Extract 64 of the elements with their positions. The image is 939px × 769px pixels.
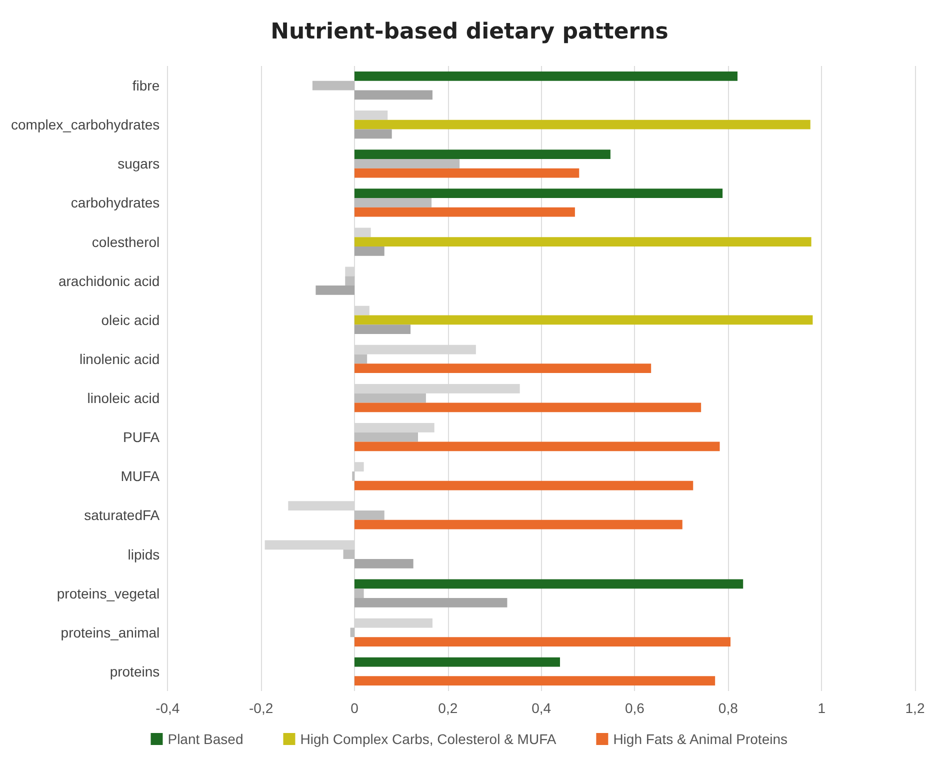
y-tick-label: sugars — [118, 156, 160, 172]
x-tick-label: 0,4 — [532, 700, 552, 716]
y-tick-label: PUFA — [123, 429, 160, 446]
legend-label: High Complex Carbs, Colesterol & MUFA — [300, 731, 557, 747]
bar — [354, 158, 460, 168]
y-tick-label: proteins_animal — [60, 624, 160, 640]
x-tick-label: 0,6 — [625, 700, 645, 716]
y-tick-label: fibre — [132, 78, 160, 94]
bar — [354, 579, 744, 589]
y-tick-label: oleic acid — [101, 312, 160, 328]
bar — [354, 558, 414, 568]
y-tick-label: colestherol — [92, 234, 160, 250]
bar — [354, 246, 384, 256]
bar — [354, 315, 813, 325]
bar — [354, 402, 702, 412]
bar — [354, 637, 730, 646]
bar — [354, 510, 384, 520]
bar — [354, 393, 426, 403]
bar — [354, 442, 720, 452]
bar — [354, 129, 392, 139]
bar — [354, 198, 432, 208]
bar — [345, 276, 354, 286]
bar — [354, 480, 694, 490]
x-tick-label: 1 — [818, 700, 826, 716]
legend-label: Plant Based — [168, 731, 244, 747]
y-tick-label: complex_carbohydrates — [10, 116, 160, 133]
bar — [354, 188, 723, 198]
bar — [316, 286, 354, 295]
bar — [354, 657, 560, 667]
bar — [354, 71, 738, 81]
bar — [354, 168, 580, 178]
bar — [350, 628, 354, 638]
y-tick-label: proteins_vegetal — [56, 585, 160, 602]
bar — [354, 354, 368, 364]
x-tick-label: 0,2 — [438, 700, 458, 716]
bar — [354, 598, 508, 608]
bar — [354, 150, 610, 159]
y-tick-label: lipids — [128, 546, 160, 562]
bar — [354, 520, 682, 530]
bar — [354, 237, 812, 246]
x-tick-label: -0,4 — [156, 700, 180, 716]
bar — [354, 324, 411, 334]
bar — [354, 588, 364, 598]
y-tick-label: carbohydrates — [70, 194, 160, 211]
y-tick-label: arachidonic acid — [58, 272, 160, 289]
y-tick-label: MUFA — [120, 468, 160, 484]
chart-title: Nutrient-based dietary patterns — [270, 20, 668, 44]
y-tick-label: linoleic acid — [87, 390, 160, 406]
bar — [354, 432, 418, 442]
x-tick-label: 0 — [350, 700, 359, 716]
y-tick-label: proteins — [110, 663, 160, 680]
bar — [312, 80, 354, 90]
bar — [354, 207, 575, 217]
bar — [354, 364, 652, 374]
bar — [354, 120, 810, 130]
x-tick-label: -0,2 — [248, 700, 274, 716]
bar — [354, 90, 432, 100]
x-tick-label: 1,2 — [905, 700, 925, 716]
bar — [354, 676, 716, 686]
legend-label: High Fats & Animal Proteins — [613, 731, 788, 747]
bar — [343, 550, 354, 559]
y-tick-label: linolenic acid — [79, 350, 160, 367]
x-tick-label: 0,8 — [718, 700, 738, 716]
y-tick-label: saturatedFA — [84, 507, 160, 524]
